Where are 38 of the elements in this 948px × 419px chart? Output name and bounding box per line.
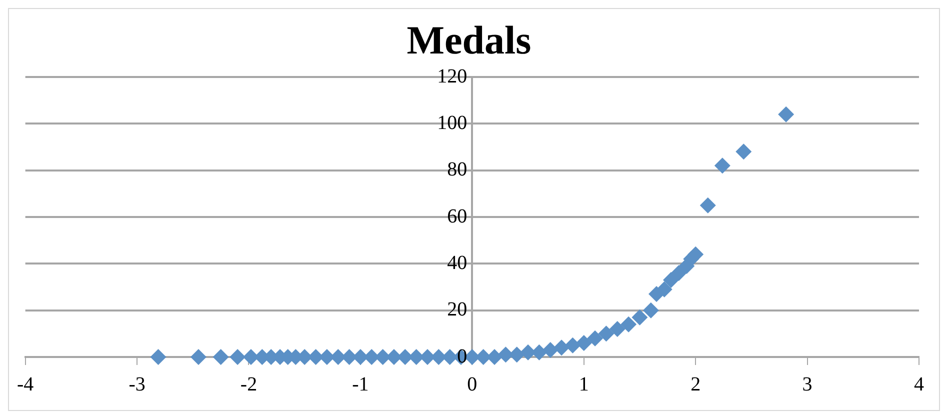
point bbox=[564, 337, 581, 354]
point bbox=[609, 321, 626, 337]
point bbox=[598, 326, 614, 342]
point bbox=[212, 349, 229, 365]
x-tick-label: -4 bbox=[16, 373, 34, 396]
point bbox=[642, 302, 659, 318]
x-tick-label: 1 bbox=[578, 373, 589, 396]
x-tick-label: -1 bbox=[352, 373, 369, 396]
y-tick-label: 80 bbox=[447, 158, 468, 181]
point bbox=[632, 309, 648, 326]
x-tick-label: -3 bbox=[128, 373, 146, 396]
x-tick-label: -2 bbox=[240, 373, 258, 396]
point bbox=[230, 349, 246, 365]
point bbox=[587, 330, 604, 346]
point bbox=[670, 265, 687, 281]
x-tick-label: 3 bbox=[802, 373, 812, 396]
point bbox=[576, 335, 592, 351]
point bbox=[150, 349, 166, 365]
point bbox=[688, 246, 704, 262]
y-tick-label: 20 bbox=[447, 298, 468, 321]
y-tick-label: 60 bbox=[447, 205, 468, 228]
point bbox=[714, 158, 730, 174]
point bbox=[736, 144, 752, 160]
point bbox=[700, 197, 716, 214]
y-tick-label: 0 bbox=[457, 345, 468, 368]
point bbox=[554, 340, 570, 356]
y-tick-label: 40 bbox=[447, 252, 468, 274]
point bbox=[542, 342, 558, 358]
x-tick-label: 4 bbox=[914, 373, 924, 396]
y-tick-label: 120 bbox=[437, 65, 468, 88]
point bbox=[656, 281, 672, 298]
x-tick-label: 2 bbox=[690, 373, 701, 396]
chart-title: Medals bbox=[406, 17, 532, 62]
y-tick-label: 100 bbox=[437, 112, 468, 134]
point bbox=[663, 272, 680, 288]
point bbox=[190, 349, 206, 365]
point bbox=[778, 106, 794, 122]
point bbox=[620, 316, 637, 332]
